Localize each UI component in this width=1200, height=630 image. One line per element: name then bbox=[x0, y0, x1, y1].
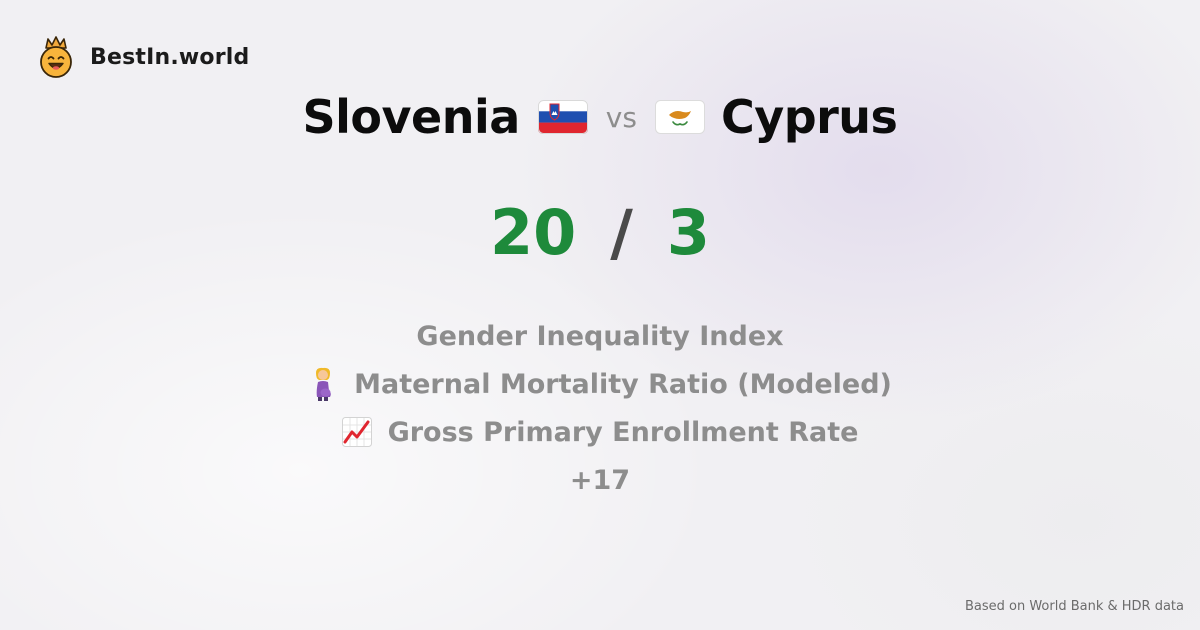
chart-increasing-icon bbox=[341, 417, 372, 447]
brand-name: BestIn.world bbox=[90, 44, 250, 70]
comparison-title: Slovenia vs Cyprus bbox=[0, 84, 1200, 150]
score-a: 20 bbox=[489, 196, 577, 269]
metric-label: Gender Inequality Index bbox=[416, 320, 784, 352]
data-source-note: Based on World Bank & HDR data bbox=[964, 599, 1184, 614]
score: 20 / 3 bbox=[0, 196, 1200, 269]
metric-item[interactable]: Gender Inequality Index bbox=[416, 312, 783, 360]
score-separator: / bbox=[610, 196, 633, 269]
more-metrics-count[interactable]: +17 bbox=[569, 464, 631, 496]
country-a-name[interactable]: Slovenia bbox=[302, 90, 521, 144]
crowned-smiley-logo-icon bbox=[40, 36, 72, 78]
score-b: 3 bbox=[666, 196, 711, 269]
cyprus-flag-icon bbox=[654, 100, 705, 134]
metric-item[interactable]: Maternal Mortality Ratio (Modeled) bbox=[308, 360, 892, 408]
metric-label: Gross Primary Enrollment Rate bbox=[387, 416, 859, 448]
metrics-list: Gender Inequality Index Maternal Mortali… bbox=[0, 312, 1200, 504]
metric-item[interactable]: Gross Primary Enrollment Rate bbox=[341, 408, 859, 456]
metric-label: Maternal Mortality Ratio (Modeled) bbox=[354, 368, 892, 400]
brand[interactable]: BestIn.world bbox=[38, 36, 249, 78]
slovenia-flag-icon bbox=[537, 100, 588, 134]
vs-label: vs bbox=[605, 100, 637, 134]
country-b-name[interactable]: Cyprus bbox=[720, 90, 898, 144]
pregnant-woman-icon bbox=[316, 367, 331, 401]
